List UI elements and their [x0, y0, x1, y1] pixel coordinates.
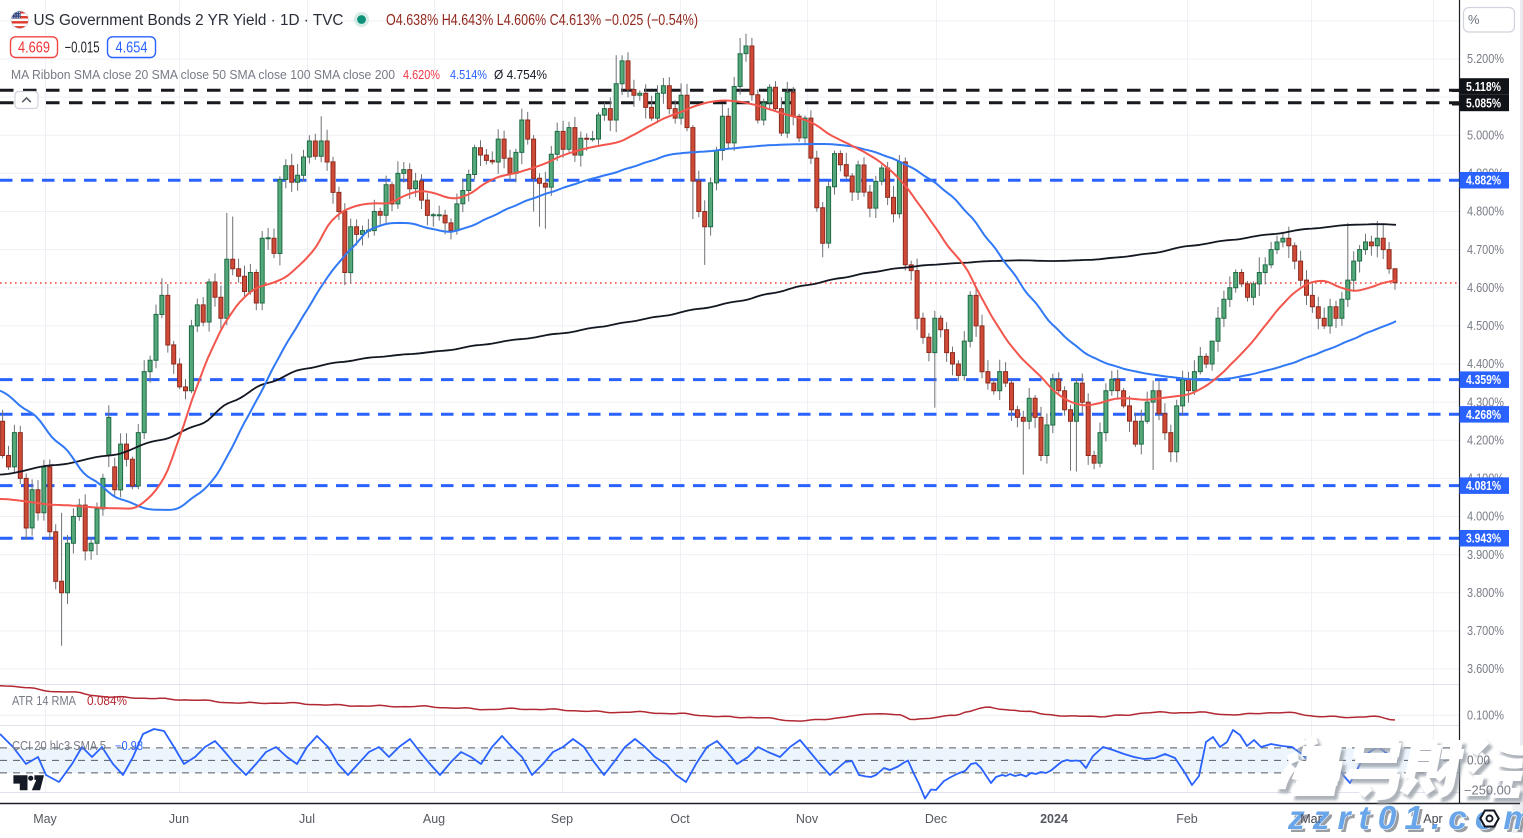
svg-text:O4.638% H4.643% L4.606% C4.613: O4.638% H4.643% L4.606% C4.613% −0.025 (… [386, 12, 698, 29]
svg-text:4.669: 4.669 [18, 39, 50, 56]
svg-text:4.268%: 4.268% [1466, 408, 1501, 422]
svg-text:−250.00: −250.00 [1464, 784, 1511, 798]
svg-text:CCI 20 hlc3 SMA 5: CCI 20 hlc3 SMA 5 [12, 739, 106, 753]
svg-text:0.00: 0.00 [1467, 754, 1490, 768]
svg-text:4.654: 4.654 [116, 39, 148, 56]
svg-text:Apr: Apr [1423, 812, 1442, 826]
svg-text:4.620%: 4.620% [403, 68, 440, 82]
svg-text:May: May [33, 812, 57, 826]
svg-text:3.700%: 3.700% [1467, 624, 1504, 638]
svg-text:3.600%: 3.600% [1467, 662, 1504, 676]
svg-text:−0.015: −0.015 [65, 39, 100, 56]
svg-text:5.000%: 5.000% [1467, 129, 1504, 143]
svg-text:4.800%: 4.800% [1467, 205, 1504, 219]
svg-text:Aug: Aug [423, 812, 445, 826]
svg-text:MA Ribbon SMA close 20 SMA clo: MA Ribbon SMA close 20 SMA close 50 SMA … [11, 68, 395, 82]
svg-text:4.200%: 4.200% [1467, 434, 1504, 448]
svg-text:Nov: Nov [796, 812, 819, 826]
svg-text:4.000%: 4.000% [1467, 510, 1504, 524]
svg-text:ATR 14 RMA: ATR 14 RMA [12, 694, 77, 708]
svg-text:3.900%: 3.900% [1467, 548, 1504, 562]
svg-text:−0.98: −0.98 [115, 739, 143, 753]
svg-text:3.800%: 3.800% [1467, 586, 1504, 600]
svg-text:2024: 2024 [1040, 812, 1068, 826]
svg-text:4.359%: 4.359% [1466, 373, 1501, 387]
svg-text:4.514%: 4.514% [450, 68, 487, 82]
svg-text:0.084%: 0.084% [87, 694, 127, 708]
svg-text:%: % [1468, 12, 1480, 27]
svg-text:4.500%: 4.500% [1467, 319, 1504, 333]
svg-text:4.081%: 4.081% [1466, 479, 1501, 493]
svg-text:US Government Bonds 2 YR Yield: US Government Bonds 2 YR Yield · 1D · TV… [34, 12, 344, 29]
svg-text:5.118%: 5.118% [1466, 80, 1501, 94]
svg-text:4.700%: 4.700% [1467, 243, 1504, 257]
svg-text:Oct: Oct [670, 812, 690, 826]
svg-text:Ø 4.754%: Ø 4.754% [494, 68, 547, 82]
svg-text:4.600%: 4.600% [1467, 281, 1504, 295]
svg-text:5.085%: 5.085% [1466, 96, 1501, 110]
svg-text:Jul: Jul [299, 812, 315, 826]
svg-text:Mar: Mar [1300, 812, 1322, 826]
svg-text:Feb: Feb [1176, 812, 1198, 826]
svg-text:Jun: Jun [169, 812, 189, 826]
svg-text:4.882%: 4.882% [1466, 174, 1501, 188]
svg-text:0.100%: 0.100% [1467, 709, 1504, 723]
svg-text:4.400%: 4.400% [1467, 357, 1504, 371]
svg-text:Sep: Sep [551, 812, 573, 826]
svg-text:5.200%: 5.200% [1467, 52, 1504, 66]
svg-text:Dec: Dec [925, 812, 947, 826]
svg-text:3.943%: 3.943% [1466, 532, 1501, 546]
